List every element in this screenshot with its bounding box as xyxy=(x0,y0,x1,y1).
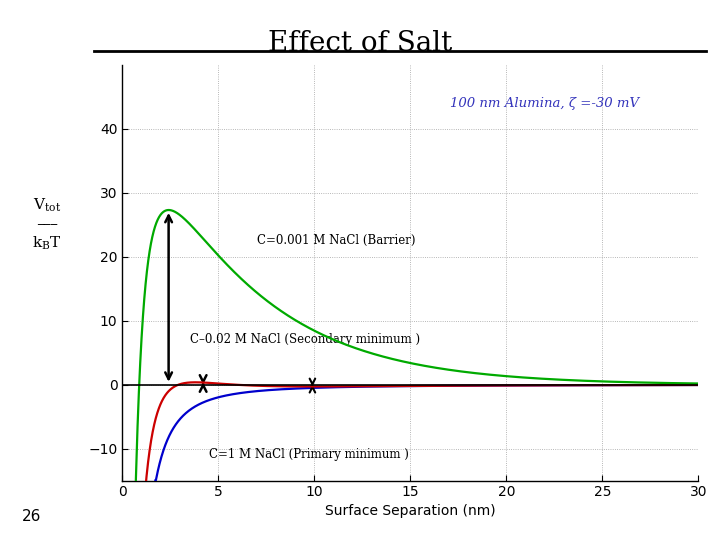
Text: $\mathdefault{V_{tot}}$: $\mathdefault{V_{tot}}$ xyxy=(32,197,61,214)
Text: 100 nm Alumina, ζ =-30 mV: 100 nm Alumina, ζ =-30 mV xyxy=(450,97,639,110)
Text: $\mathdefault{k_B T}$: $\mathdefault{k_B T}$ xyxy=(32,234,62,252)
Text: 26: 26 xyxy=(22,509,41,524)
X-axis label: Surface Separation (nm): Surface Separation (nm) xyxy=(325,504,495,518)
Text: Effect of Salt: Effect of Salt xyxy=(268,30,452,57)
Text: ───: ─── xyxy=(37,219,57,229)
Text: C=0.001 M NaCl (Barrier): C=0.001 M NaCl (Barrier) xyxy=(257,234,415,247)
Text: C–0.02 M NaCl (Secondary minimum ): C–0.02 M NaCl (Secondary minimum ) xyxy=(189,333,420,346)
Text: C=1 M NaCl (Primary minimum ): C=1 M NaCl (Primary minimum ) xyxy=(209,448,409,461)
